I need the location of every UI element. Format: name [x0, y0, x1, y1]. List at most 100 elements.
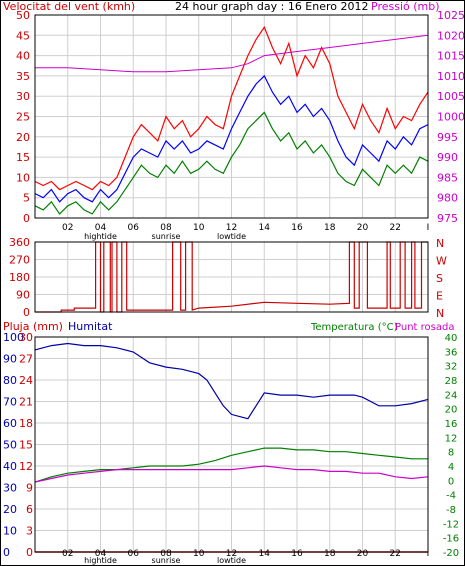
tide-label: hightide: [84, 556, 117, 565]
x-tick-label: 04: [95, 223, 107, 233]
wind-series: [34, 25, 429, 215]
tide-label: sunrise: [152, 232, 181, 241]
x-tick-label: 08: [160, 549, 172, 559]
humidity-series-line: [34, 342, 429, 420]
x-tick-label: 22: [390, 549, 401, 559]
humidity-tick-label: 20: [3, 503, 17, 516]
x-tick-label: 18: [324, 223, 336, 233]
temperature-tick-label: 36: [445, 347, 458, 358]
pressure-axis-title: Pressió (mb): [371, 0, 440, 13]
direction-series-line: [35, 241, 428, 313]
humidity-axis-title: Humitat: [68, 320, 113, 333]
temperature-tick-label: 32: [445, 362, 458, 373]
x-tick-label: I: [427, 549, 430, 559]
wind-tick-label: 30: [16, 90, 30, 103]
temperature-tick-label: -4: [446, 491, 456, 502]
wind-tick-label: 35: [16, 70, 30, 83]
wind-pressure-chart: Velocitat del vent (kmh) 24 hour graph d…: [3, 0, 465, 241]
wind-tick-label: 40: [16, 50, 30, 63]
pressure-tick-label: 1020: [437, 29, 465, 42]
x-tick-label: I: [427, 223, 430, 233]
x-tick-label: 22: [390, 223, 401, 233]
pressure-tick-label: 1015: [437, 50, 465, 63]
pressure-series-line: [35, 34, 429, 73]
wind-tick-label: 20: [16, 131, 30, 144]
tide-label: lowtide: [217, 556, 246, 565]
x-tick-label: 12: [226, 223, 237, 233]
x-tick-label: 16: [291, 549, 303, 559]
direction-tick-label: 360: [9, 236, 30, 249]
rain-tick-label: 15: [19, 439, 33, 452]
pressure-y-ticks: 975 980 985 990 995 1000 1005 1010 1015 1020 1025: [437, 9, 465, 225]
tide-label: hightide: [84, 232, 117, 241]
x-tick-label: 02: [62, 223, 73, 233]
climate-chart: Pluja (mm) Humitat Temperatura (°C) Punt…: [3, 320, 459, 565]
avg-series-line: [34, 74, 429, 203]
compass-label: N: [436, 307, 444, 320]
wind-y-ticks: 0 5 10 15 20 25 30 35 40 45 50: [16, 9, 30, 225]
gust-series-line: [34, 25, 429, 191]
temperature-tick-label: 4: [448, 462, 454, 473]
humidity-tick-label: 10: [3, 525, 17, 538]
wind-tick-label: 5: [23, 192, 30, 205]
humidity-tick-label: 100: [3, 331, 24, 344]
temperature-series-line: [34, 447, 428, 483]
x-tick-label: 18: [324, 549, 336, 559]
temperature-tick-label: 16: [445, 419, 458, 430]
direction-series: [35, 241, 428, 313]
chart-title: 24 hour graph day : 16 Enero 2012: [175, 0, 369, 13]
wind-tick-label: 10: [16, 171, 30, 184]
temperature-tick-label: 28: [445, 376, 458, 387]
temperature-tick-label: -20: [443, 548, 459, 559]
rain-tick-label: 3: [26, 525, 33, 538]
rain-tick-label: 30: [19, 331, 33, 344]
pressure-tick-label: 1005: [437, 90, 465, 103]
temperature-tick-label: 8: [448, 448, 454, 459]
humidity-tick-label: 80: [3, 374, 17, 387]
humidity-tick-label: 50: [3, 439, 17, 452]
compass-label: W: [436, 255, 447, 268]
compass-label: E: [436, 290, 443, 303]
direction-tick-label: 180: [9, 271, 30, 284]
direction-tick-label: 270: [9, 254, 30, 267]
temperature-tick-label: 20: [445, 405, 458, 416]
wind-tick-label: 25: [16, 111, 30, 124]
rain-tick-label: 6: [26, 503, 33, 516]
x-tick-label: 04: [95, 549, 107, 559]
rain-tick-label: 21: [19, 396, 33, 409]
dewpoint-axis-title: Punt rosada: [395, 322, 454, 333]
x-tick-label: 14: [259, 549, 271, 559]
pressure-tick-label: 1025: [437, 9, 465, 22]
pressure-tick-label: 980: [437, 192, 458, 205]
rain-tick-label: 27: [19, 353, 33, 366]
temperature-axis-title: Temperatura (°C): [310, 322, 398, 333]
humidity-tick-label: 90: [3, 353, 17, 366]
x-tick-label: 10: [193, 549, 205, 559]
pressure-tick-label: 995: [437, 131, 458, 144]
temperature-tick-label: -8: [446, 505, 456, 516]
x-tick-label: 16: [291, 223, 303, 233]
humidity-tick-label: 0: [3, 546, 10, 559]
compass-label: S: [436, 272, 443, 285]
humidity-tick-label: 40: [3, 460, 17, 473]
wind-tick-label: 45: [16, 29, 30, 42]
rain-tick-label: 0: [26, 546, 33, 559]
pressure-tick-label: 990: [437, 151, 458, 164]
rain-tick-label: 12: [19, 460, 33, 473]
x-tick-label: 06: [128, 223, 140, 233]
x-tick-label: 06: [128, 549, 140, 559]
humidity-tick-label: 60: [3, 417, 17, 430]
rain-axis-title: Pluja (mm): [3, 320, 63, 333]
temperature-tick-label: 24: [445, 390, 458, 401]
pressure-tick-label: 1000: [437, 111, 465, 124]
humidity-tick-label: 70: [3, 396, 17, 409]
rain-tick-label: 24: [19, 374, 33, 387]
direction-tick-label: 0: [23, 306, 30, 319]
x-tick-label: 20: [357, 223, 369, 233]
min-series-line: [34, 111, 429, 215]
